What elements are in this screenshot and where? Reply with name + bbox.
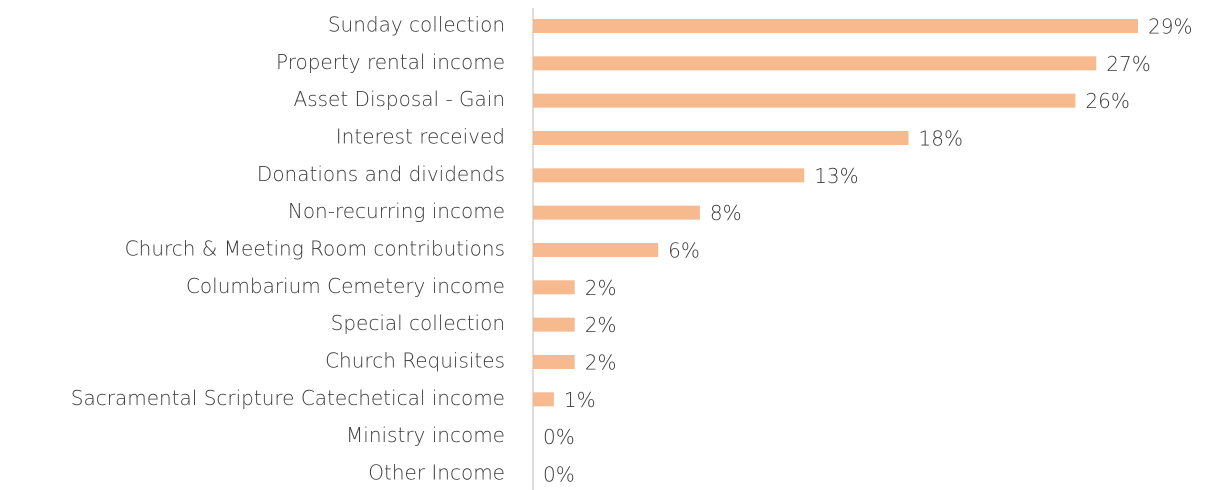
bar [533, 205, 700, 220]
category-label: Non-recurring income [288, 199, 505, 223]
category-label: Church Requisites [325, 348, 505, 372]
category-label: Sacramental Scripture Catechetical incom… [71, 386, 505, 410]
value-label: 8% [710, 201, 742, 225]
value-label: 6% [668, 238, 700, 262]
value-label: 1% [564, 388, 596, 412]
value-label: 13% [814, 164, 858, 188]
bar [533, 280, 575, 295]
category-label: Columbarium Cemetery income [186, 274, 505, 298]
value-label: 0% [543, 425, 575, 449]
value-label: 2% [585, 276, 617, 300]
bar [533, 392, 554, 407]
bar [533, 56, 1097, 71]
value-label: 26% [1085, 89, 1129, 113]
value-label: 27% [1106, 52, 1150, 76]
bar [533, 19, 1138, 33]
category-label: Interest received [336, 124, 505, 148]
category-label: Sunday collection [328, 13, 505, 37]
bar [533, 168, 805, 183]
value-label: 2% [585, 313, 617, 337]
category-label: Church & Meeting Room contributions [125, 236, 505, 260]
value-label: 2% [585, 350, 617, 374]
category-label: Ministry income [346, 423, 505, 447]
category-label: Other Income [368, 460, 505, 484]
bar [533, 317, 575, 332]
value-label: 0% [543, 462, 575, 486]
bar [533, 354, 575, 369]
bar [533, 93, 1076, 108]
category-label: Property rental income [276, 50, 505, 74]
value-label: 29% [1148, 15, 1192, 39]
bar [533, 130, 909, 145]
value-label: 18% [919, 126, 963, 150]
category-label: Donations and dividends [257, 162, 505, 186]
category-label: Asset Disposal - Gain [294, 87, 505, 111]
category-label: Special collection [331, 311, 505, 335]
bar [533, 242, 659, 257]
